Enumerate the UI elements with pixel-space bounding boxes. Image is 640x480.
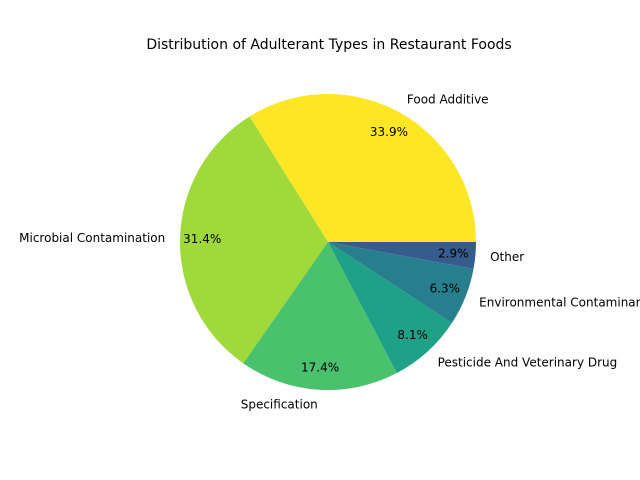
pie-slice-environmental-contaminant bbox=[328, 242, 474, 323]
percent-labels: 33.9% 31.4% 17.4% 8.1% 6.3% 2.9% bbox=[183, 125, 468, 375]
percent-label-environmental-contaminant: 6.3% bbox=[430, 282, 461, 296]
pie-slice-food-additive bbox=[249, 94, 477, 243]
pie-slice-pesticide-and-veterinary-drug bbox=[328, 242, 452, 374]
pie-slice-specification bbox=[243, 242, 397, 390]
percent-label-microbial-contamination: 31.4% bbox=[183, 232, 221, 246]
pie-slice-other bbox=[328, 242, 476, 269]
category-label-specification: Specification bbox=[241, 397, 318, 411]
category-label-microbial-contamination: Microbial Contamination bbox=[19, 231, 165, 245]
percent-label-food-additive: 33.9% bbox=[370, 125, 408, 139]
category-labels: Food Additive Microbial Contamination Spec… bbox=[19, 93, 640, 412]
category-label-food-additive: Food Additive bbox=[407, 93, 489, 107]
pie-slices bbox=[180, 94, 477, 390]
category-label-environmental-contaminant: Environmental Contaminant bbox=[479, 295, 640, 309]
percent-label-specification: 17.4% bbox=[301, 361, 339, 375]
category-label-pesticide-and-veterinary-drug: Pesticide And Veterinary Drug bbox=[438, 355, 618, 369]
category-label-other: Other bbox=[490, 250, 524, 264]
chart-title: Distribution of Adulterant Types in Rest… bbox=[146, 37, 511, 53]
percent-label-pesticide-and-veterinary-drug: 8.1% bbox=[397, 328, 428, 342]
percent-label-other: 2.9% bbox=[438, 246, 469, 260]
pie-slice-microbial-contamination bbox=[180, 116, 328, 364]
